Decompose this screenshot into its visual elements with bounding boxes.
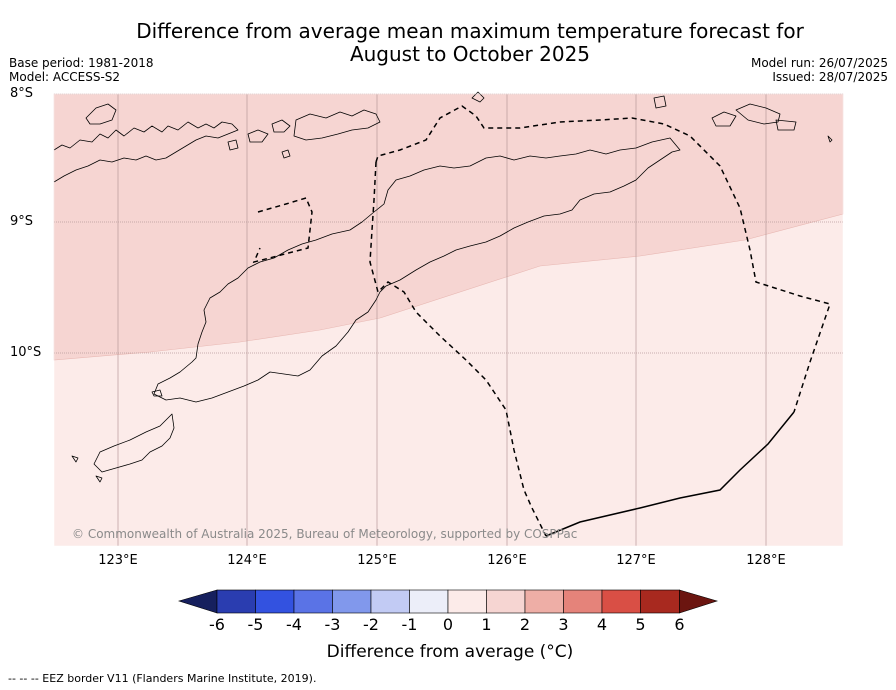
- colorbar-label: Difference from average (°C): [326, 642, 574, 662]
- lon-label-125e: 125°E: [357, 553, 397, 568]
- colorbar-bin-6: [409, 589, 449, 614]
- coast-island-small-3: [227, 139, 239, 151]
- eez-border: [252, 105, 831, 537]
- colorbar: [177, 589, 719, 614]
- coast-island-east-5: [827, 135, 833, 143]
- coast-islet-south: [95, 475, 103, 483]
- colorbar-tick: -1: [401, 615, 418, 634]
- coast-island-alor: [293, 109, 381, 141]
- coast-island-west: [85, 103, 117, 125]
- coast-rote: [93, 413, 175, 473]
- colorbar-tick: 3: [558, 615, 569, 634]
- eez-footnote: -- -- -- EEZ border V11 (Flanders Marine…: [8, 672, 317, 685]
- eez-line-north: [375, 105, 831, 413]
- colorbar-bin-7: [447, 589, 487, 614]
- lon-label-128e: 128°E: [746, 553, 786, 568]
- lon-label-123e: 123°E: [98, 553, 138, 568]
- colorbar-bin-4: [332, 589, 372, 614]
- colorbar-bin-8: [486, 589, 526, 614]
- colorbar-tick: 2: [519, 615, 531, 634]
- colorbar-tick: -4: [286, 615, 302, 634]
- model-name: Model: ACCESS-S2: [9, 70, 121, 84]
- colorbar-bin-5: [370, 589, 410, 614]
- eez-line-inner: [252, 197, 313, 264]
- colorbar-tick: -5: [247, 615, 264, 634]
- colorbar-extend-min: [177, 589, 218, 614]
- title-line-2: August to October 2025: [349, 42, 591, 66]
- eez-line-central: [369, 161, 547, 537]
- colorbar-tick: -6: [209, 615, 225, 634]
- title-line-1: Difference from average mean maximum tem…: [136, 19, 804, 43]
- coast-sawu: [71, 455, 79, 463]
- colorbar-bin-9: [524, 589, 564, 614]
- coast-sumba: [151, 389, 163, 397]
- coast-island-small-4: [281, 149, 291, 159]
- colorbar-tick: -2: [363, 615, 379, 634]
- lon-label-124e: 124°E: [227, 553, 267, 568]
- coast-island-small-2: [271, 119, 291, 133]
- lat-label-10s: 10°S: [10, 345, 42, 360]
- colorbar-bin-12: [640, 589, 680, 614]
- coast-island-east-2: [711, 111, 737, 127]
- coast-timor: [153, 137, 681, 403]
- eez-line-south: [545, 411, 795, 537]
- colorbar-bin-2: [255, 589, 295, 614]
- colorbar-bin-10: [563, 589, 603, 614]
- model-run: Model run: 26/07/2025: [750, 56, 888, 70]
- metadata-right: Model run: 26/07/2025 Issued: 28/07/2025: [751, 56, 888, 84]
- lat-label-9s: 9°S: [10, 214, 34, 229]
- colorbar-tick: 6: [674, 615, 685, 634]
- lon-label-126e: 126°E: [487, 553, 527, 568]
- chart-title: Difference from average mean maximum tem…: [90, 20, 850, 66]
- coast-island-east-4: [775, 119, 797, 131]
- colorbar-tick: 0: [442, 615, 454, 634]
- coast-island-east-3: [735, 103, 781, 125]
- colorbar-bin-3: [293, 589, 333, 614]
- colorbar-extend-max: [679, 589, 719, 614]
- colorbar-bin-11: [601, 589, 641, 614]
- base-period: Base period: 1981-2018: [9, 56, 154, 70]
- coast-island-east-1: [653, 95, 667, 109]
- coast-island-small-1: [247, 129, 269, 143]
- metadata-left: Base period: 1981-2018 Model: ACCESS-S2: [9, 56, 154, 84]
- map-frame: [53, 93, 844, 547]
- copyright-notice: © Commonwealth of Australia 2025, Bureau…: [72, 527, 578, 541]
- issued-date: Issued: 28/07/2025: [772, 70, 888, 84]
- lat-label-8s: 8°S: [10, 86, 34, 101]
- lon-label-127e: 127°E: [616, 553, 656, 568]
- colorbar-tick: -3: [324, 615, 341, 634]
- colorbar-tick: 1: [481, 615, 492, 634]
- coastlines: [53, 91, 833, 483]
- colorbar-tick: 4: [596, 615, 608, 634]
- colorbar-tick: 5: [635, 615, 646, 634]
- colorbar-bin-1: [216, 589, 256, 614]
- coast-flores-alor: [53, 121, 239, 183]
